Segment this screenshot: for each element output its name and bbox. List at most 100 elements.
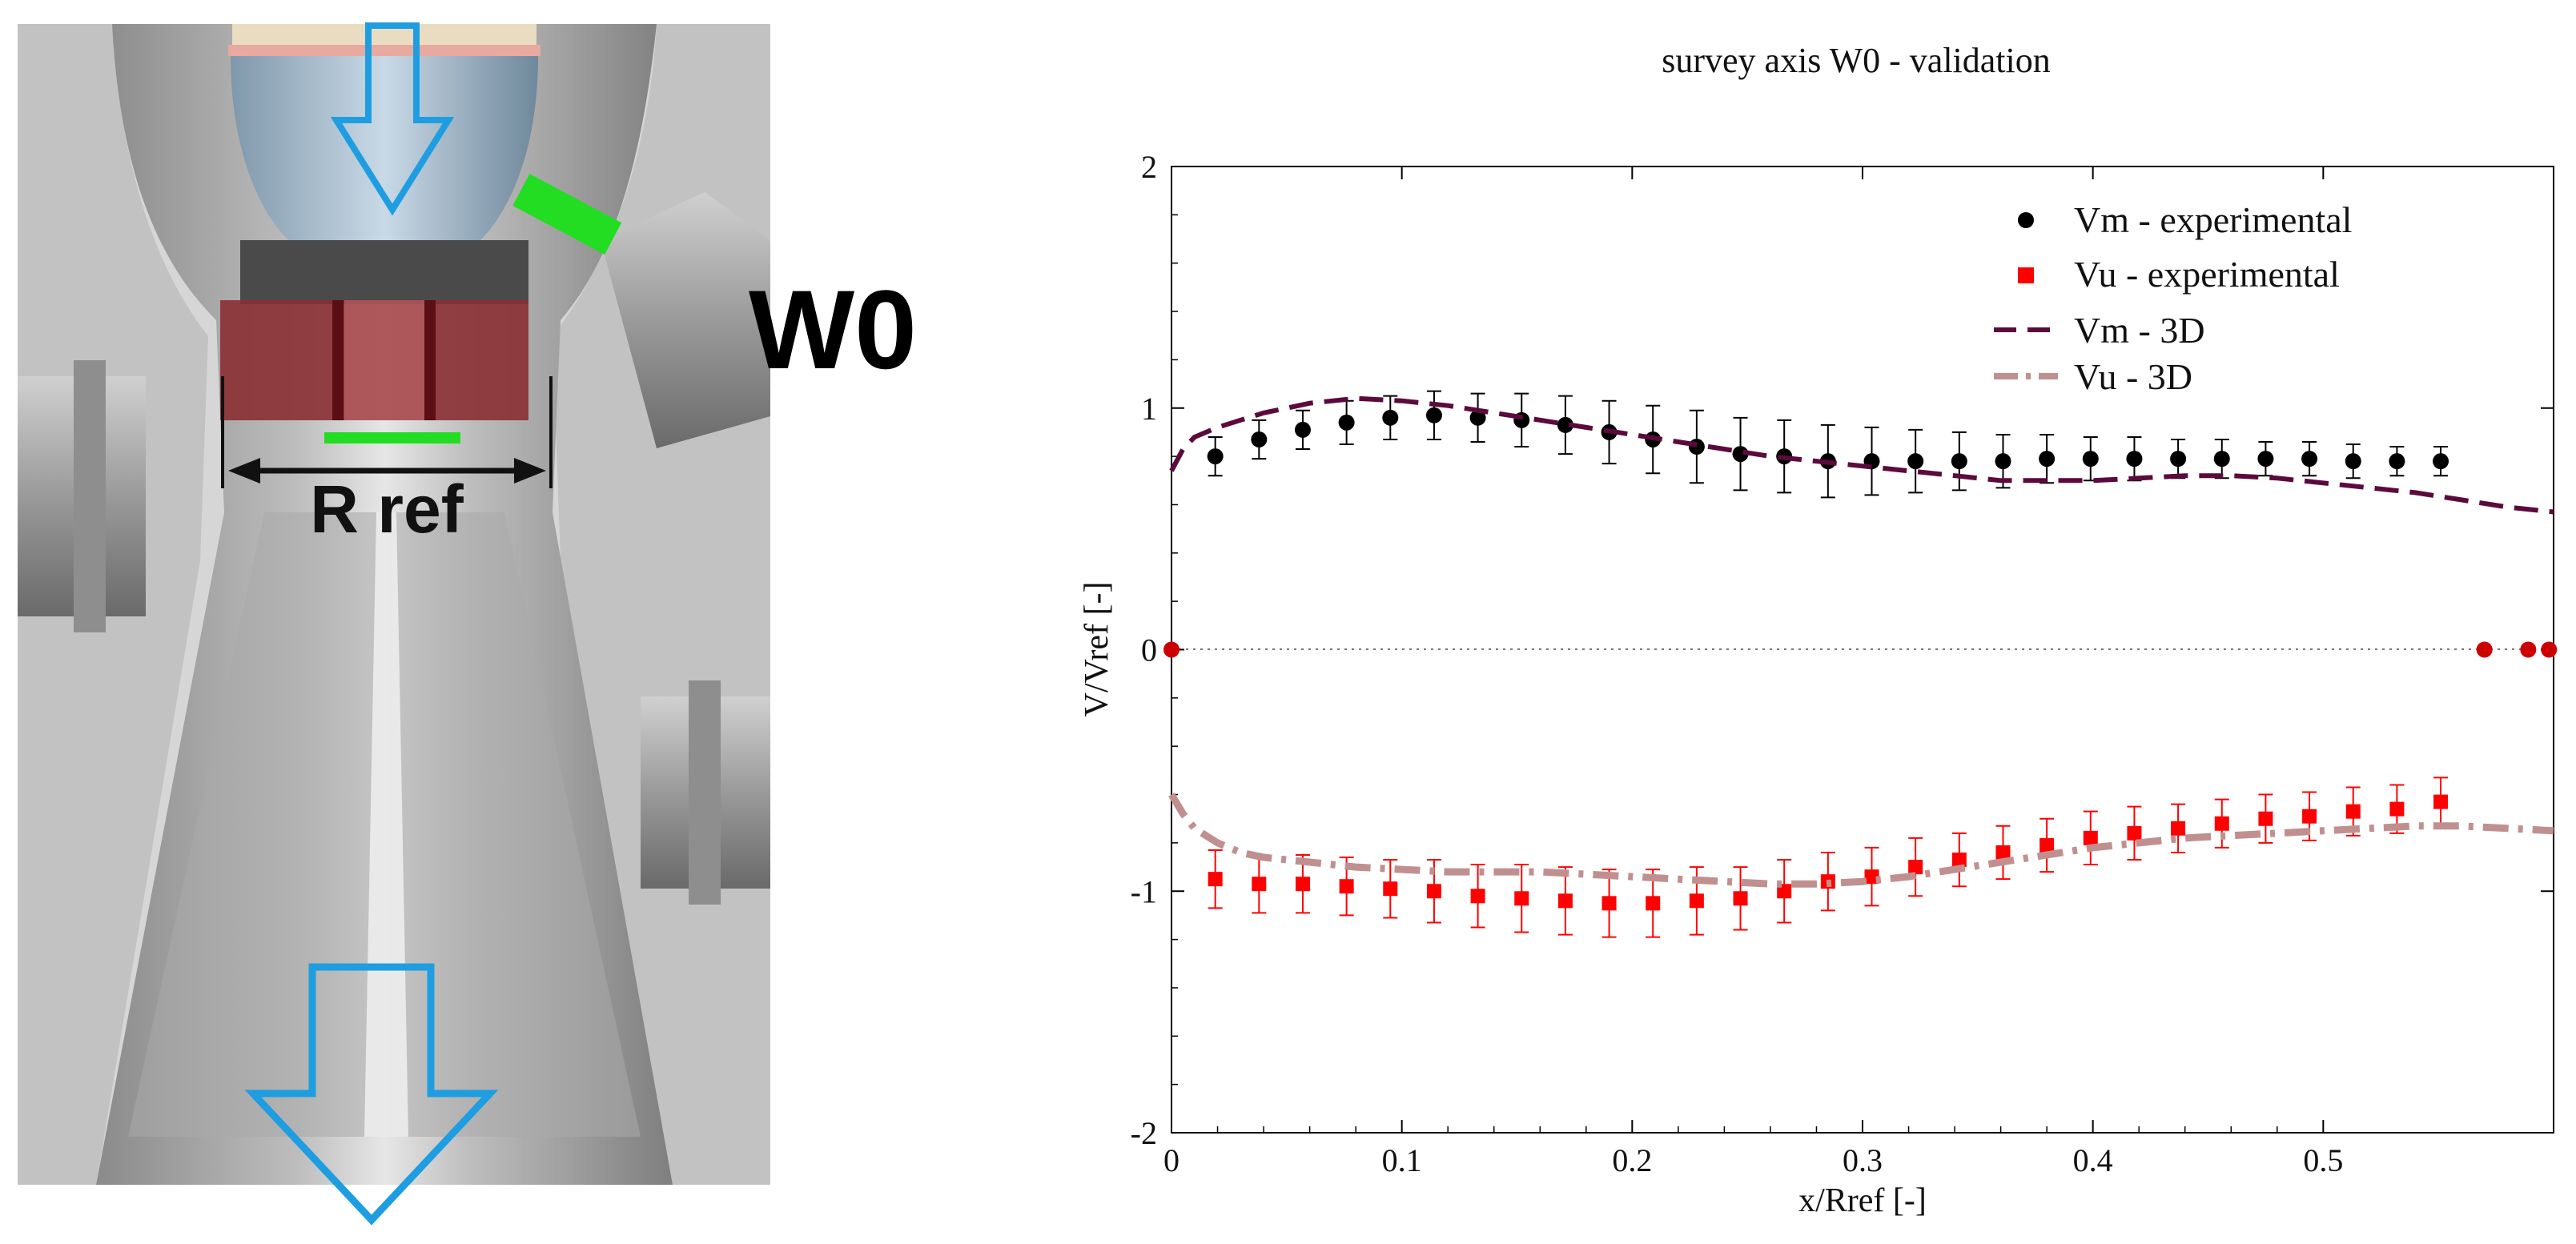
data-point bbox=[1426, 884, 1441, 899]
data-point bbox=[2257, 451, 2274, 468]
x-tick-label: 0.3 bbox=[1843, 1142, 1883, 1178]
data-point bbox=[1208, 872, 1223, 887]
data-point bbox=[1207, 448, 1224, 465]
green-marker-lower bbox=[324, 432, 460, 443]
data-point bbox=[1557, 416, 1573, 433]
data-point bbox=[1688, 439, 1705, 455]
survey-block-right-band bbox=[424, 300, 436, 420]
data-point bbox=[2083, 830, 2098, 845]
flow-arrow-bottom-icon bbox=[244, 963, 499, 1226]
y-tick-label: 1 bbox=[1141, 391, 1157, 427]
y-axis-label: V/Vref [-] bbox=[1079, 582, 1115, 717]
data-point bbox=[1252, 877, 1267, 892]
y-tick-label: -2 bbox=[1131, 1115, 1157, 1151]
data-point bbox=[2389, 801, 2405, 817]
data-point bbox=[2040, 837, 2055, 853]
data-point bbox=[1295, 877, 1310, 892]
x-tick-label: 0.5 bbox=[2303, 1142, 2343, 1178]
side-pipe-lower-right-flange bbox=[689, 680, 721, 905]
x-tick-label: 0.1 bbox=[1382, 1142, 1422, 1178]
data-point bbox=[1338, 414, 1355, 431]
side-pipe-left-flange bbox=[74, 360, 106, 632]
data-point bbox=[1163, 641, 1179, 658]
data-point bbox=[2301, 451, 2318, 468]
y-axis-ticks: -2 -1 0 1 2 bbox=[1131, 149, 2554, 1151]
data-point bbox=[1601, 896, 1617, 911]
legend-label-vm-3d: Vm - 3D bbox=[2074, 310, 2205, 351]
x-axis-ticks: 0 0.1 0.2 0.3 0.4 0.5 bbox=[1163, 167, 2343, 1178]
data-point bbox=[2433, 453, 2449, 470]
x-tick-label: 0.2 bbox=[1612, 1142, 1652, 1178]
data-point bbox=[1733, 891, 1748, 906]
data-point bbox=[1514, 891, 1529, 906]
series-0 bbox=[1207, 390, 2449, 499]
data-point bbox=[2082, 451, 2099, 468]
data-point bbox=[2541, 641, 2558, 658]
data-point bbox=[2345, 804, 2361, 819]
survey-block-left-band bbox=[332, 300, 344, 420]
flow-arrow-top-icon bbox=[330, 22, 455, 216]
data-point bbox=[1382, 409, 1399, 426]
series-3 bbox=[1168, 793, 2554, 888]
legend-label-vm-exp: Vm - experimental bbox=[2074, 199, 2352, 240]
series-line bbox=[1169, 395, 2554, 515]
data-point bbox=[2127, 825, 2142, 841]
series-4 bbox=[1163, 641, 2558, 658]
series-2 bbox=[1169, 395, 2554, 515]
series-1 bbox=[1208, 776, 2449, 938]
data-point bbox=[2345, 453, 2361, 470]
data-point bbox=[1425, 407, 1442, 423]
data-point bbox=[2214, 816, 2229, 831]
legend: Vm - experimental Vu - experimental Vm -… bbox=[1994, 199, 2352, 397]
data-point bbox=[1689, 893, 1704, 909]
legend-label-vu-exp: Vu - experimental bbox=[2074, 254, 2340, 295]
data-point bbox=[1951, 853, 1967, 868]
side-pipe-upper-right bbox=[601, 192, 770, 448]
validation-chart: survey axis W0 - validation 0 0.1 0.2 0.3 0.… bbox=[1079, 41, 2558, 1219]
data-point bbox=[2389, 453, 2405, 470]
x-tick-label: 0.4 bbox=[2073, 1142, 2113, 1178]
y-tick-label: 0 bbox=[1141, 632, 1157, 668]
series-layer bbox=[1163, 390, 2558, 938]
x-tick-label: 0 bbox=[1163, 1142, 1179, 1178]
rref-arrow-right bbox=[514, 458, 546, 484]
survey-label: W0 bbox=[749, 267, 917, 392]
data-point bbox=[1294, 421, 1311, 438]
turbine-schematic: R ref W0 bbox=[18, 22, 917, 1226]
data-point bbox=[1251, 431, 1268, 447]
data-point bbox=[1470, 889, 1485, 904]
x-axis-label: x/Rref [-] bbox=[1798, 1182, 1927, 1219]
data-point bbox=[1339, 879, 1354, 894]
legend-marker-vu-exp bbox=[2018, 267, 2034, 283]
y-tick-label: -1 bbox=[1131, 873, 1157, 909]
y-tick-label: 2 bbox=[1141, 149, 1157, 185]
survey-block-core bbox=[344, 300, 424, 420]
data-point bbox=[1907, 453, 1924, 470]
legend-marker-vm-exp bbox=[2018, 212, 2034, 228]
data-point bbox=[2476, 641, 2493, 658]
data-point bbox=[1951, 453, 1967, 470]
data-point bbox=[1908, 860, 1923, 875]
chart-title: survey axis W0 - validation bbox=[1662, 41, 2051, 80]
data-point bbox=[2213, 451, 2230, 468]
data-point bbox=[2433, 794, 2449, 809]
data-point bbox=[1995, 453, 2011, 470]
data-point bbox=[2126, 451, 2143, 468]
data-point bbox=[2170, 451, 2187, 468]
data-point bbox=[2039, 451, 2056, 468]
runner-pink-ring bbox=[228, 45, 541, 56]
legend-label-vu-3d: Vu - 3D bbox=[2074, 356, 2192, 397]
draft-tube-highlight bbox=[364, 512, 408, 1137]
series-line bbox=[1168, 793, 2554, 888]
data-point bbox=[2171, 821, 2186, 836]
data-point bbox=[1469, 409, 1486, 426]
data-point bbox=[1995, 845, 2011, 860]
data-point bbox=[1557, 893, 1573, 909]
data-point bbox=[2520, 641, 2537, 658]
data-point bbox=[2302, 809, 2317, 824]
data-point bbox=[1383, 881, 1398, 897]
data-point bbox=[2258, 811, 2273, 826]
data-point bbox=[1646, 896, 1661, 911]
data-point bbox=[1864, 869, 1879, 885]
